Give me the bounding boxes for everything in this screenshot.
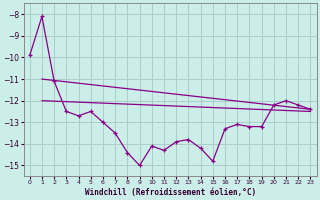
X-axis label: Windchill (Refroidissement éolien,°C): Windchill (Refroidissement éolien,°C) xyxy=(84,188,256,197)
